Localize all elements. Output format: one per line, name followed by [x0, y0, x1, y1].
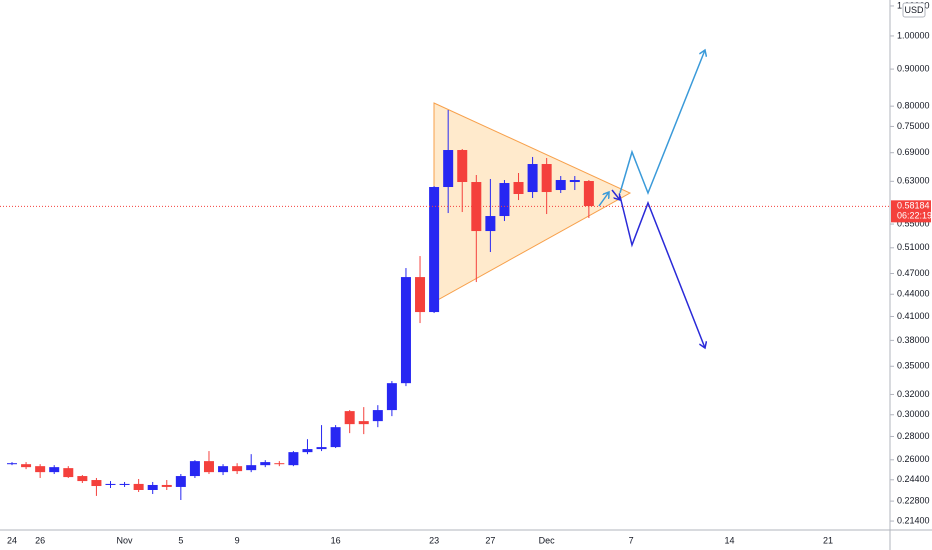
candle-body — [133, 483, 144, 490]
candle-body — [443, 150, 454, 188]
price-label-box — [891, 200, 931, 223]
x-tick-label: 26 — [35, 535, 45, 545]
y-tick-label: 0.90000 — [897, 63, 930, 73]
countdown-label: 06:22:19 — [897, 211, 932, 221]
x-tick-label: Nov — [117, 535, 134, 545]
candle-body — [499, 183, 510, 217]
y-tick-label: 0.55000 — [897, 218, 930, 228]
y-tick-label: 0.41000 — [897, 311, 930, 321]
y-tick-label: 0.75000 — [897, 121, 930, 131]
candle-body — [429, 187, 440, 313]
candle-body — [203, 461, 214, 473]
candle-body — [527, 164, 538, 193]
x-tick-label: 16 — [331, 535, 341, 545]
x-tick-label: 5 — [178, 535, 183, 545]
candle-body — [91, 480, 102, 487]
projection-arrows — [598, 50, 705, 348]
candle-body — [457, 150, 468, 183]
candle-body — [77, 476, 88, 482]
candle-body — [330, 427, 341, 448]
bullish-arrow — [619, 50, 705, 196]
candle-body — [21, 464, 32, 468]
candle-body — [569, 180, 580, 183]
small-arrow-up — [598, 192, 609, 207]
y-tick-label: 0.28000 — [897, 431, 930, 441]
y-tick-label: 0.51000 — [897, 242, 930, 252]
candle-body — [246, 465, 257, 471]
y-tick-label: 0.24400 — [897, 474, 930, 484]
y-tick-label: 0.26000 — [897, 454, 930, 464]
y-tick-label: 0.30000 — [897, 409, 930, 419]
candle-body — [555, 180, 566, 191]
currency-badge — [902, 2, 926, 18]
candle-body — [288, 452, 299, 466]
x-tick-label: 23 — [429, 535, 439, 545]
bearish-arrow — [619, 195, 705, 348]
candle-body — [189, 461, 200, 477]
candle-body — [583, 181, 594, 207]
candle-body — [358, 421, 369, 425]
y-tick-label: 1.00000 — [897, 30, 930, 40]
candle-body — [7, 463, 17, 465]
x-tick-label: 9 — [235, 535, 240, 545]
candle-body — [260, 462, 271, 466]
candle-body — [161, 484, 172, 487]
candle-body — [147, 484, 158, 490]
y-tick-label: 0.35000 — [897, 361, 930, 371]
candle-body — [105, 483, 116, 485]
y-tick-label: 0.32000 — [897, 389, 930, 399]
plot-area — [0, 102, 890, 501]
candle-body — [471, 182, 482, 232]
y-tick-label: 0.47000 — [897, 268, 930, 278]
candle-body — [35, 466, 46, 473]
candle-body — [372, 410, 383, 422]
candle-body — [344, 411, 355, 425]
candle-body — [63, 468, 74, 478]
y-tick-label: 0.22800 — [897, 495, 930, 505]
y-tick-label: 0.38000 — [897, 335, 930, 345]
candle-body — [175, 476, 186, 487]
y-tick-label: 0.80000 — [897, 101, 930, 111]
candle-body — [485, 216, 496, 232]
currency-label: USD — [904, 5, 924, 15]
price-label: 0.58184 — [897, 201, 930, 211]
x-tick-label: 7 — [629, 535, 634, 545]
candle-body — [513, 182, 524, 195]
y-tick-label: 0.69000 — [897, 147, 930, 157]
candle-body — [316, 447, 327, 450]
y-axis: 1.100001.000000.900000.800000.750000.690… — [890, 0, 930, 525]
x-tick-label: 21 — [823, 535, 833, 545]
x-tick-label: Dec — [539, 535, 556, 545]
x-tick-label: 14 — [725, 535, 735, 545]
x-tick-label: 24 — [7, 535, 17, 545]
candle-body — [218, 466, 229, 473]
candle-body — [400, 277, 411, 384]
x-tick-label: 27 — [485, 535, 495, 545]
candle-body — [274, 463, 285, 465]
candle-body — [541, 164, 552, 193]
y-tick-label: 0.21400 — [897, 515, 930, 525]
candle-body — [415, 277, 426, 313]
candle-body — [302, 449, 313, 453]
candle-body — [232, 466, 243, 472]
y-tick-label: 0.63000 — [897, 176, 930, 186]
candle-body — [119, 483, 130, 485]
small-arrow-down — [611, 189, 620, 200]
y-tick-label: 0.44000 — [897, 289, 930, 299]
candle-body — [49, 467, 60, 473]
candle-body — [386, 383, 397, 411]
